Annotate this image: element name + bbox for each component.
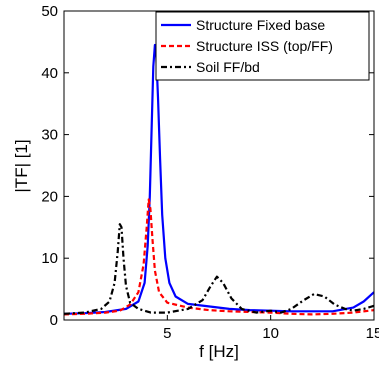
- series-line-2: [64, 198, 374, 316]
- y-tick-label: 30: [41, 127, 58, 144]
- x-axis-label: f [Hz]: [199, 342, 239, 361]
- x-tick-label: 10: [262, 325, 279, 342]
- y-tick-label: 40: [41, 65, 58, 82]
- x-tick-label: 5: [163, 325, 171, 342]
- series-line-1: [64, 43, 374, 315]
- series-layer: [64, 43, 374, 316]
- legend-box: [155, 11, 370, 81]
- legend-label-3: Soil FF/bd: [196, 59, 260, 75]
- legend-label-1: Structure Fixed base: [196, 17, 325, 33]
- y-ticks: 0 10 20 30 40 50: [41, 3, 374, 329]
- y-tick-label: 50: [41, 3, 58, 20]
- legend: Structure Fixed base Structure ISS (top/F…: [155, 11, 370, 81]
- y-tick-label: 20: [41, 188, 58, 205]
- y-tick-label: 0: [50, 312, 58, 329]
- y-axis-label: |TF| [1]: [12, 139, 31, 192]
- axes-frame: [63, 10, 375, 321]
- series-line-3: [64, 223, 374, 315]
- y-tick-label: 10: [41, 250, 58, 267]
- x-tick-label: 15: [366, 325, 379, 342]
- legend-label-2: Structure ISS (top/FF): [196, 38, 333, 54]
